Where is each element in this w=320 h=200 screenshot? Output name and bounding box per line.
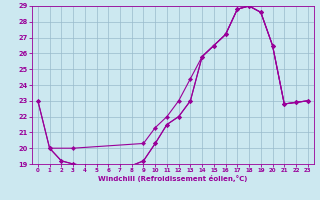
X-axis label: Windchill (Refroidissement éolien,°C): Windchill (Refroidissement éolien,°C) — [98, 175, 247, 182]
